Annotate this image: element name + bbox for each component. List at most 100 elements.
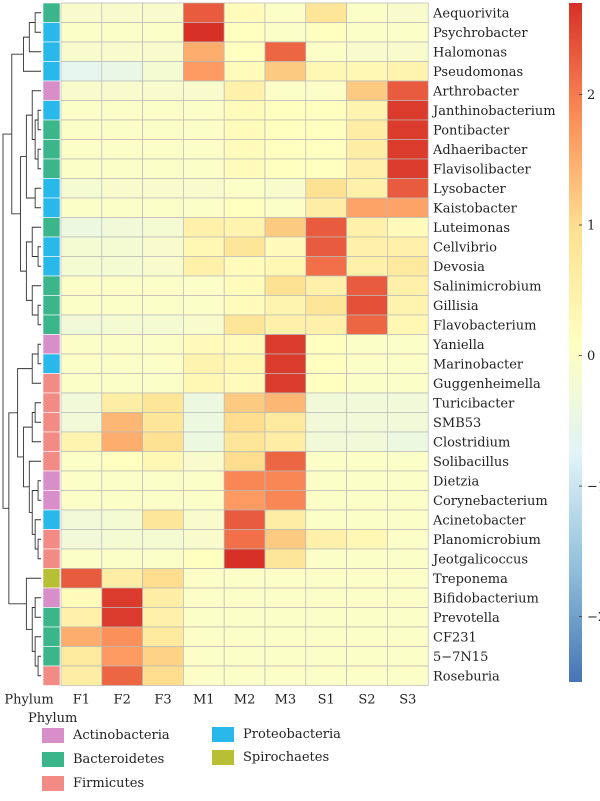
- heatmap-cell: [305, 275, 347, 296]
- heatmap-cell: [60, 236, 103, 257]
- heatmap-cell: [223, 568, 266, 589]
- heatmap-cell: [305, 470, 347, 491]
- heatmap-cell: [223, 392, 266, 413]
- row-label: Jeotgalicoccus: [431, 552, 528, 567]
- heatmap-cell: [264, 392, 307, 413]
- heatmap-cell: [101, 61, 143, 82]
- heatmap-cell: [60, 490, 103, 511]
- heatmap-cell: [305, 314, 347, 335]
- heatmap-cell: [387, 470, 429, 491]
- dendrogram-branch: [37, 480, 41, 501]
- phylum-annotation-cell: [42, 256, 61, 277]
- heatmap-cell: [346, 607, 388, 628]
- dendrogram-branch: [34, 12, 41, 33]
- heatmap-cell: [142, 158, 184, 179]
- heatmap-cell: [142, 2, 184, 23]
- heatmap-cell: [60, 626, 103, 647]
- heatmap-cell: [60, 2, 103, 23]
- row-dendrogram: [2, 12, 41, 677]
- heatmap-cell: [223, 61, 266, 82]
- heatmap-cell: [60, 61, 103, 82]
- column-label: F1: [73, 693, 90, 708]
- row-label: Janthinobacterium: [431, 104, 556, 119]
- phylum-annotation-cell: [42, 607, 61, 628]
- heatmap-cell: [142, 548, 184, 569]
- heatmap-cell: [387, 451, 429, 472]
- heatmap-cell: [101, 334, 143, 355]
- heatmap-cell: [142, 119, 184, 140]
- heatmap-cell: [60, 139, 103, 160]
- heatmap-cell: [183, 256, 225, 277]
- legend-label: Firmicutes: [73, 776, 145, 791]
- heatmap-cell: [223, 2, 266, 23]
- heatmap-cell: [346, 548, 388, 569]
- heatmap-cell: [60, 470, 103, 491]
- heatmap-cell: [101, 568, 143, 589]
- heatmap-cell: [305, 509, 347, 530]
- heatmap-cell: [183, 22, 225, 43]
- row-label: Halomonas: [433, 45, 507, 60]
- heatmap-cell: [101, 178, 143, 199]
- heatmap-cell: [101, 100, 143, 121]
- heatmap-cell: [387, 22, 429, 43]
- dendrogram-branch: [37, 538, 41, 560]
- heatmap-cell: [346, 197, 388, 218]
- heatmap-cell: [223, 178, 266, 199]
- row-label: Acinetobacter: [432, 513, 526, 528]
- heatmap-cell: [264, 626, 307, 647]
- legend-title: Phylum: [28, 711, 78, 726]
- column-label: F2: [114, 693, 131, 708]
- heatmap-cell: [183, 626, 225, 647]
- heatmap-cell: [305, 158, 347, 179]
- legend-swatch: [212, 750, 234, 765]
- heatmap-cell: [264, 353, 307, 374]
- row-label: Corynebacterium: [433, 494, 548, 509]
- heatmap-cell: [101, 314, 143, 335]
- row-label: Pontibacter: [433, 123, 510, 138]
- heatmap-cell: [264, 529, 307, 550]
- heatmap-cell: [305, 236, 347, 257]
- legend-item-firmicutes: Firmicutes: [42, 776, 144, 791]
- heatmap-cell: [101, 412, 143, 433]
- colorbar-tick-label: −2: [587, 610, 600, 625]
- phylum-annotation-cell: [42, 41, 61, 62]
- heatmap-cell: [223, 665, 266, 686]
- dendrogram-branch: [34, 402, 41, 423]
- dendrogram-branch: [23, 426, 33, 488]
- dendrogram-branch: [31, 90, 41, 140]
- heatmap-cell: [346, 373, 388, 394]
- heatmap-cell: [305, 178, 347, 199]
- heatmap-cell: [387, 509, 429, 530]
- heatmap-cell: [183, 314, 225, 335]
- heatmap-cell: [305, 587, 347, 608]
- heatmap-cell: [60, 607, 103, 628]
- heatmap-cell: [264, 490, 307, 511]
- row-label: Kaistobacter: [433, 201, 518, 216]
- heatmap-cell: [60, 119, 103, 140]
- heatmap-cell: [142, 236, 184, 257]
- heatmap-cell: [387, 197, 429, 218]
- legend-swatch: [42, 752, 64, 767]
- heatmap-cell: [101, 665, 143, 686]
- heatmap-cell: [101, 607, 143, 628]
- legend-label: Bacteroidetes: [73, 752, 165, 767]
- heatmap-cell: [387, 178, 429, 199]
- column-label: M2: [234, 693, 256, 708]
- heatmap-cell: [183, 529, 225, 550]
- heatmap-cell: [346, 41, 388, 62]
- heatmap-cell: [101, 217, 143, 238]
- heatmap-cell: [183, 295, 225, 316]
- heatmap-cell: [264, 587, 307, 608]
- heatmap-cell: [223, 529, 266, 550]
- heatmap-cell: [183, 431, 225, 452]
- heatmap-cell: [142, 100, 184, 121]
- heatmap-cell: [101, 392, 143, 413]
- heatmap-cell: [346, 100, 388, 121]
- heatmap-cell: [346, 626, 388, 647]
- phylum-annotation-cell: [42, 490, 61, 511]
- phylum-annotation-cell: [42, 353, 61, 374]
- heatmap-cell: [183, 470, 225, 491]
- row-label: Guggenheimella: [433, 377, 541, 392]
- dendrogram-branch: [31, 490, 39, 535]
- heatmap-cell: [223, 412, 266, 433]
